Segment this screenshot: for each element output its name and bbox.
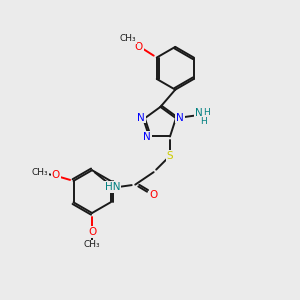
Text: CH₃: CH₃: [120, 34, 136, 43]
Text: H: H: [203, 108, 210, 117]
Text: N: N: [195, 108, 203, 118]
Text: H: H: [200, 117, 207, 126]
Text: O: O: [52, 170, 60, 180]
Text: CH₃: CH₃: [84, 240, 100, 249]
Text: N: N: [137, 112, 145, 123]
Text: O: O: [149, 190, 158, 200]
Text: CH₃: CH₃: [32, 168, 49, 177]
Text: O: O: [88, 227, 96, 237]
Text: N: N: [176, 112, 184, 123]
Text: O: O: [135, 42, 143, 52]
Text: HN: HN: [105, 182, 120, 192]
Text: S: S: [167, 151, 173, 161]
Text: N: N: [143, 132, 151, 142]
